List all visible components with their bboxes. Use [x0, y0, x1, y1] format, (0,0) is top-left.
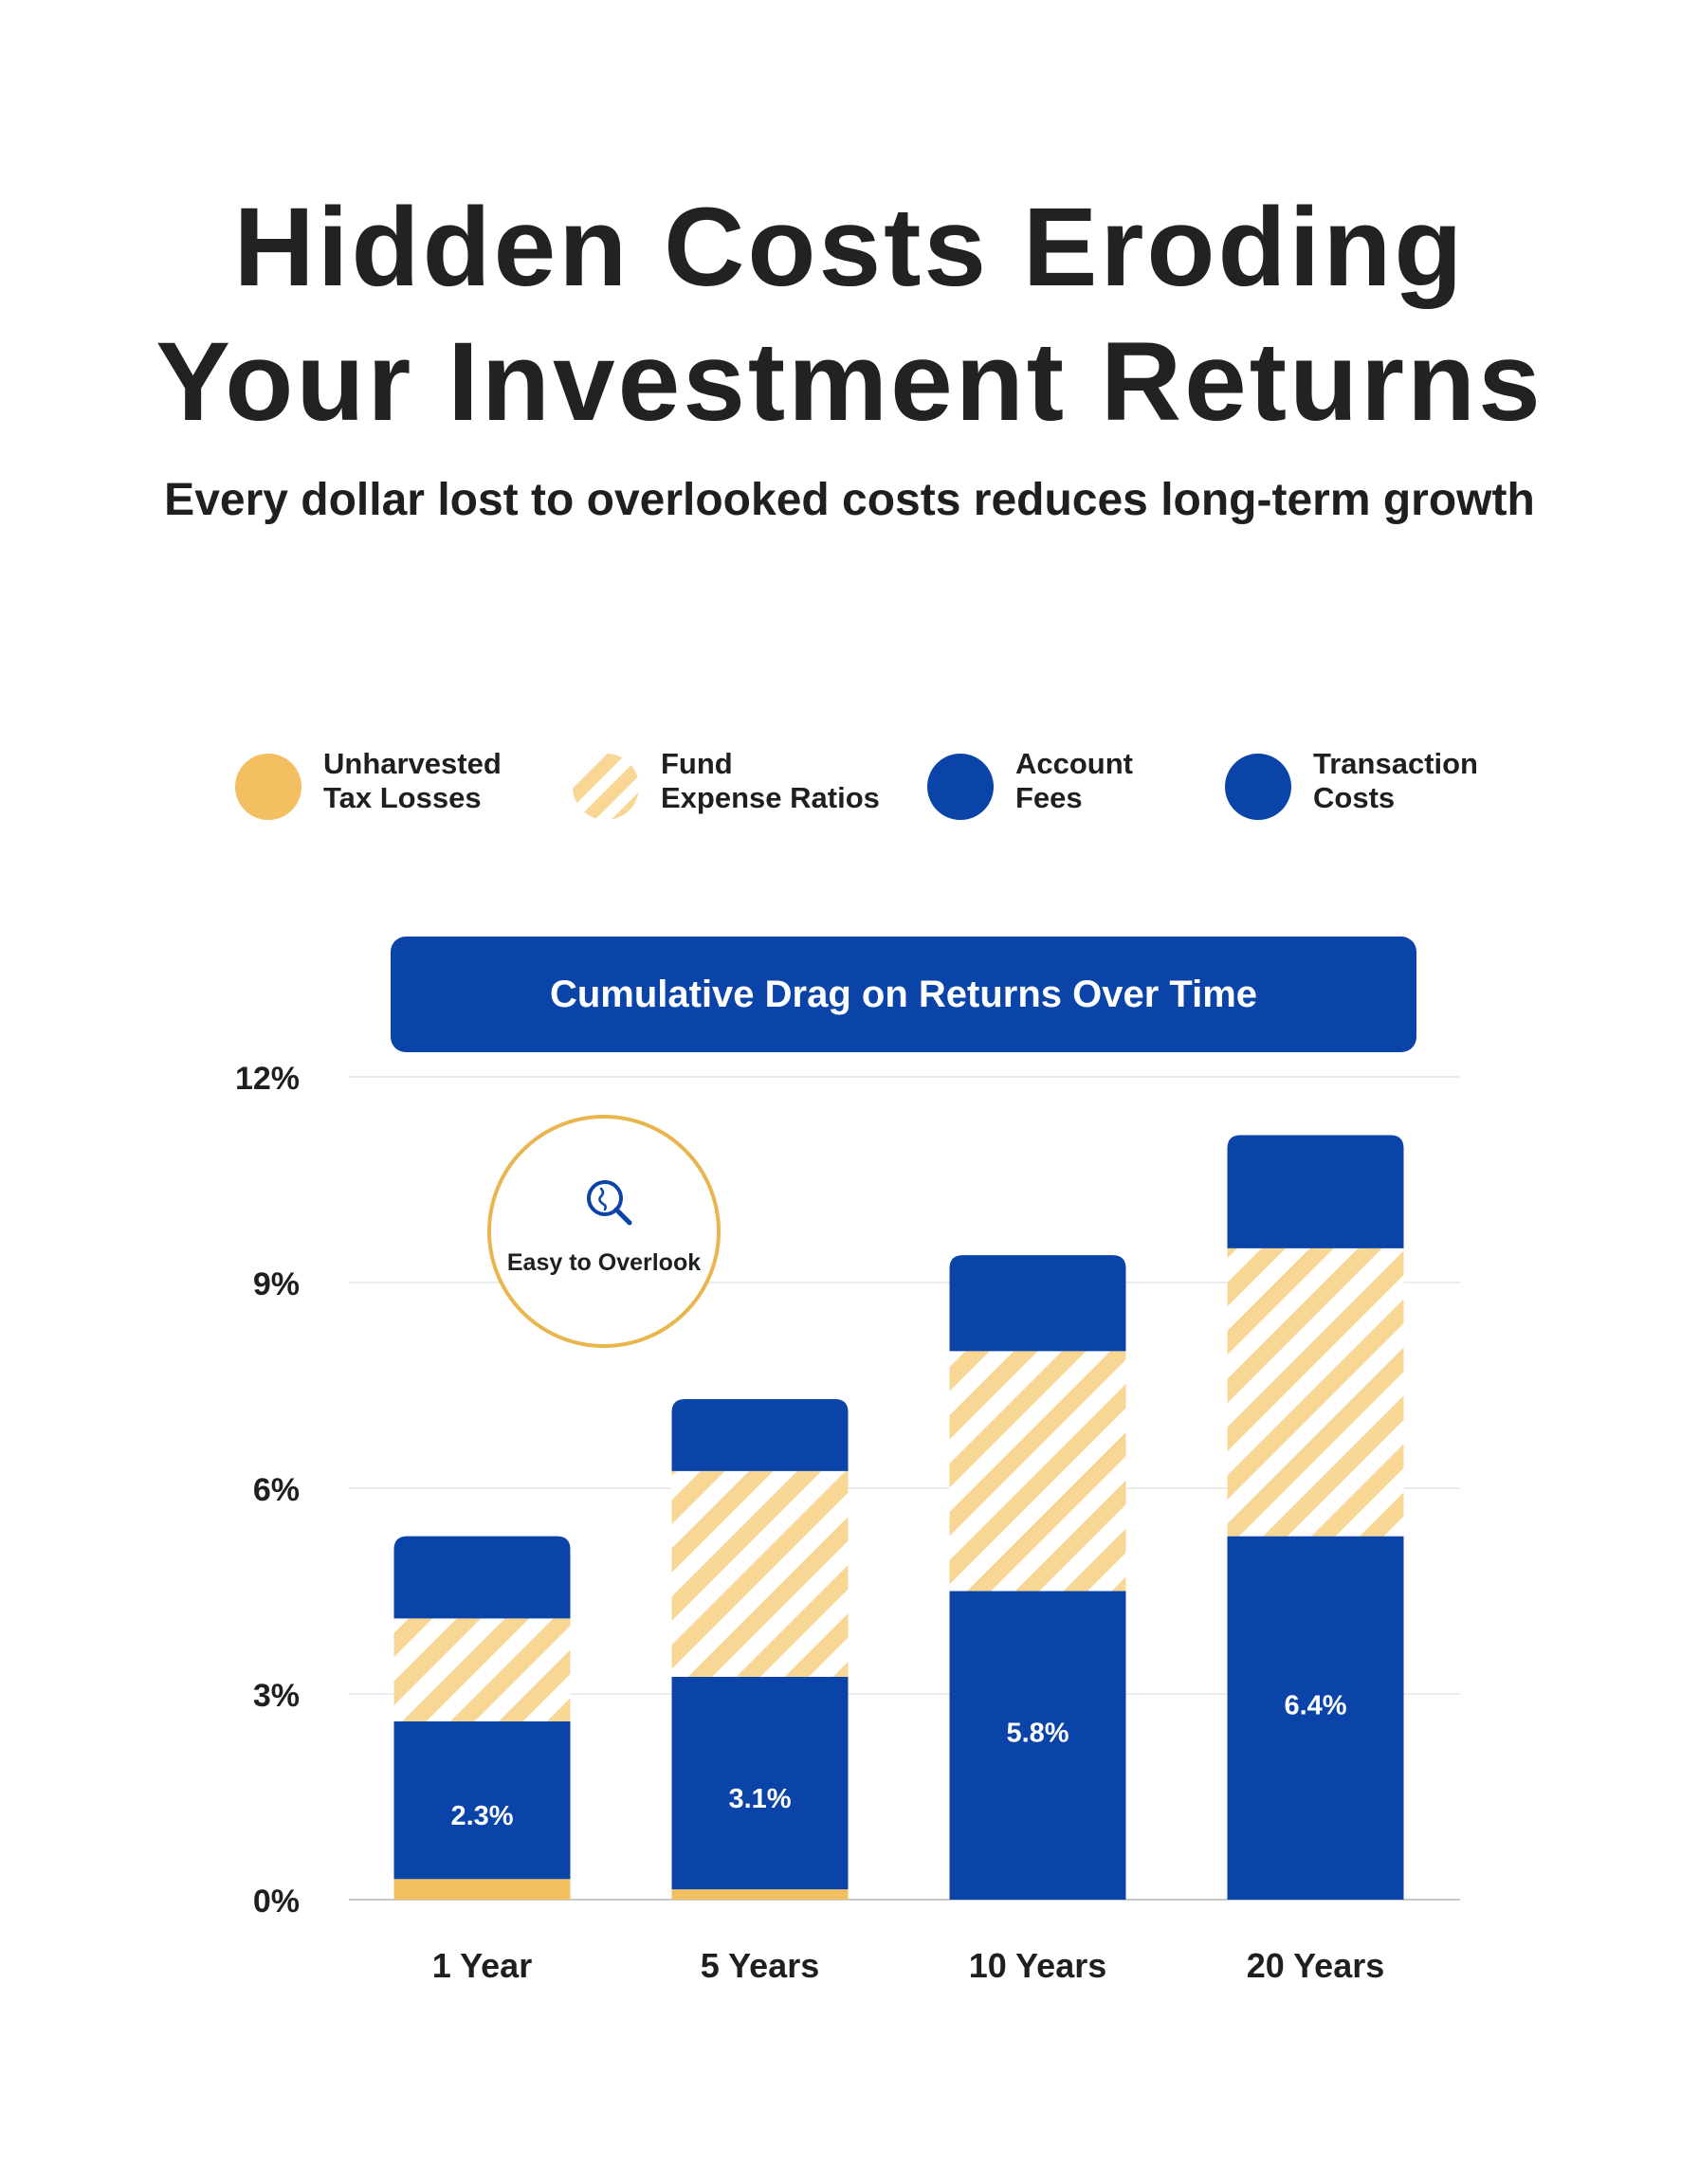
- title-line-2: Your Investment Returns: [155, 319, 1544, 445]
- legend-label-line2: Tax Losses: [323, 781, 482, 814]
- legend-label-tax-losses: Unharvested Tax Losses: [323, 747, 502, 815]
- y-tick-label: 9%: [253, 1266, 300, 1302]
- bar-segment: [671, 1398, 849, 1471]
- x-tick-label: 5 Years: [701, 1946, 819, 1985]
- bar-segment: [671, 1676, 849, 1890]
- bar-segment: [1227, 1247, 1404, 1537]
- easy-to-overlook-callout: Easy to Overlook: [487, 1115, 721, 1348]
- legend-label-line2: Fees: [1015, 781, 1083, 814]
- page-subtitle: Every dollar lost to overlooked costs re…: [164, 475, 1535, 525]
- legend-label-expense-ratios: Fund Expense Ratios: [661, 747, 880, 815]
- bar-segment: [393, 1618, 571, 1721]
- bar-segment: [949, 1591, 1126, 1900]
- labels: 0% 3% 6% 9% 12% 2.3% 1 Year 3.1% 5 Years 5.8% 10 Y…: [235, 1061, 1384, 1985]
- bar-segment: [949, 1255, 1126, 1352]
- bar-segment: [393, 1720, 571, 1880]
- legend-label-line1: Fund: [661, 747, 733, 780]
- legend-label-line1: Unharvested: [323, 747, 502, 780]
- legend-label-account-fees: Account Fees: [1015, 747, 1133, 815]
- legend-swatch-account-fees: [927, 754, 994, 820]
- legend-label-line2: Expense Ratios: [661, 781, 880, 814]
- bar-segment: [393, 1536, 571, 1619]
- bar-segment: [1227, 1135, 1404, 1248]
- bar-segment: [393, 1879, 571, 1900]
- y-tick-label: 12%: [235, 1061, 300, 1097]
- y-tick-label: 3%: [253, 1678, 300, 1714]
- bar-segment: [1227, 1536, 1404, 1900]
- x-tick-label: 10 Years: [969, 1946, 1107, 1985]
- magnifier-icon: [587, 1180, 632, 1226]
- bar-segment: [949, 1351, 1126, 1592]
- legend-label-line1: Transaction: [1313, 747, 1478, 780]
- y-tick-label: 6%: [253, 1472, 300, 1508]
- legend-label-transaction-costs: Transaction Costs: [1313, 747, 1478, 815]
- x-tick-label: 1 Year: [432, 1946, 532, 1985]
- bars: [393, 1135, 1404, 1900]
- legend-swatch-tax-losses: [235, 754, 301, 820]
- legend-swatch-transaction-costs: [1225, 754, 1291, 820]
- legend-label-line2: Costs: [1313, 781, 1396, 814]
- chart-title-banner: Cumulative Drag on Returns Over Time: [391, 937, 1416, 1052]
- y-tick-label: 0%: [253, 1884, 300, 1920]
- bar-segment: [671, 1889, 849, 1900]
- x-tick-label: 20 Years: [1247, 1946, 1385, 1985]
- bar-value-label: 5.8%: [1006, 1718, 1069, 1748]
- bar-value-label: 2.3%: [450, 1801, 513, 1831]
- legend-swatch-expense-ratios: [573, 754, 639, 820]
- bar-segment: [671, 1470, 849, 1677]
- title-line-1: Hidden Costs Eroding: [233, 185, 1466, 310]
- callout-label: Easy to Overlook: [506, 1249, 702, 1276]
- bar-value-label: 3.1%: [728, 1784, 791, 1814]
- legend-label-line1: Account: [1015, 747, 1133, 780]
- page-title: Hidden Costs Eroding Your Investment Ret…: [0, 180, 1699, 449]
- bar-value-label: 6.4%: [1284, 1690, 1346, 1720]
- legend: Unharvested Tax Losses Fund Expense Rati…: [0, 739, 1699, 834]
